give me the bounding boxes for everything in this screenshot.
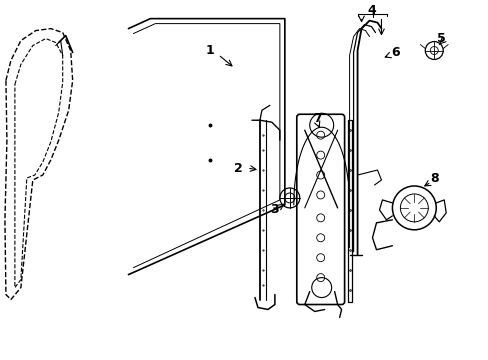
Text: 8: 8 — [429, 171, 438, 185]
Text: 2: 2 — [233, 162, 242, 175]
Text: 1: 1 — [205, 44, 214, 57]
Text: 5: 5 — [436, 32, 445, 45]
Text: 7: 7 — [313, 112, 322, 125]
Text: 6: 6 — [390, 46, 399, 59]
Text: 3: 3 — [270, 203, 279, 216]
Text: 4: 4 — [366, 4, 375, 17]
